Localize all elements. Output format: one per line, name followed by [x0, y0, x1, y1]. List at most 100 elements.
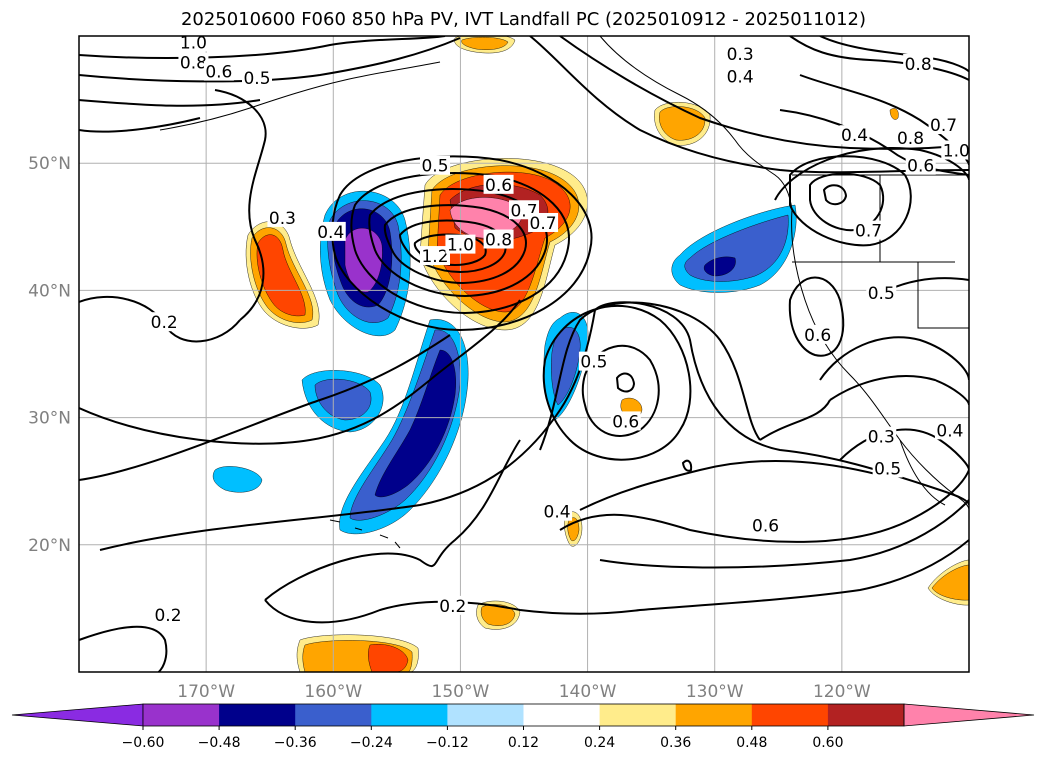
- contour-label: 0.2: [151, 313, 178, 333]
- contour-north-2: [79, 37, 461, 83]
- north-america-west-coast: [791, 209, 969, 511]
- contour-nw-low-3: [774, 147, 969, 201]
- contour-north-7: [789, 36, 969, 81]
- contour-label: 0.3: [269, 209, 296, 229]
- negative-anomaly-small: [212, 466, 263, 493]
- contour-label: 0.4: [317, 223, 344, 243]
- contour-ring-3: [368, 188, 548, 298]
- lon-tick-label: 170°W: [177, 682, 235, 702]
- contour-label: 0.5: [421, 157, 448, 177]
- colorbar-segment: [827, 704, 905, 726]
- lon-tick-label: 130°W: [686, 682, 744, 702]
- contour-label: 0.5: [580, 353, 607, 373]
- contour-label-bg: [315, 221, 346, 241]
- colorbar-segment: [143, 704, 220, 726]
- contour-label: 0.4: [727, 68, 754, 88]
- contour-label: 0.4: [841, 126, 868, 146]
- lat-tick-label: 50°N: [28, 154, 71, 174]
- contour-label-bg: [866, 426, 897, 446]
- colorbar-segment: [295, 704, 372, 726]
- colorbar-tick-label: −0.24: [350, 735, 393, 751]
- contour-label: 0.6: [907, 157, 934, 177]
- contour-label-bg: [895, 127, 926, 147]
- colorbar-tick-label: −0.12: [426, 735, 469, 751]
- contour-label-bg: [802, 324, 833, 344]
- contour-north-3: [79, 99, 261, 107]
- contour-ring-2: [350, 171, 570, 315]
- contour-label-bg: [445, 234, 476, 254]
- aleutian-islands: [159, 61, 441, 131]
- lon-tick-label: 120°W: [813, 682, 871, 702]
- contour-ca-4: [829, 375, 969, 406]
- pv-contours: [79, 36, 969, 672]
- contour-label-bg: [153, 604, 183, 624]
- contour-label: 0.2: [154, 606, 181, 626]
- contour-south-4: [264, 539, 969, 624]
- contour-high-2: [581, 344, 660, 437]
- colorbar-segment: [447, 704, 524, 726]
- contour-south-5: [559, 469, 969, 543]
- contour-nw-low-1: [789, 155, 912, 247]
- contour-label-bg: [149, 312, 180, 332]
- contour-label: 0.5: [243, 69, 270, 89]
- baja-california: [899, 439, 946, 506]
- contour-label-bg: [578, 351, 609, 371]
- contour-ring-1: [331, 155, 593, 332]
- contour-north-4: [79, 117, 201, 133]
- alaska-coast: [599, 36, 793, 211]
- contour-label-bg: [483, 174, 514, 194]
- contour-label-bg: [839, 125, 870, 145]
- contour-label: 0.3: [868, 428, 895, 448]
- contour-label-bg: [178, 52, 209, 72]
- contour-mid-1: [79, 299, 521, 445]
- lat-tick-label: 30°N: [28, 409, 71, 429]
- contour-label-bg: [178, 36, 209, 52]
- colorbar-tick-label: 0.24: [584, 735, 615, 751]
- negative-anomaly-coast-navy: [703, 256, 736, 277]
- contour-north-10: [779, 109, 969, 176]
- contour-label-bg: [725, 66, 756, 86]
- contour-label: 1.2: [421, 247, 448, 267]
- contour-label-bg: [928, 115, 959, 135]
- contour-label: 0.8: [485, 231, 512, 251]
- contour-label: 0.7: [530, 214, 557, 234]
- graticule: [79, 36, 969, 672]
- axis-tick-labels: 170°W 160°W 150°W 140°W 130°W 120°W 50°N 40°N 30…: [28, 154, 871, 702]
- contour-label-bg: [905, 155, 936, 175]
- map-frame: [78, 35, 970, 673]
- colorbar-segment: [219, 704, 296, 726]
- contour-label-bg: [420, 246, 450, 266]
- contour-north-5: [529, 36, 969, 174]
- contour-ring-4: [383, 204, 527, 285]
- contour-label-bg: [203, 61, 234, 81]
- positive-anomaly-core-pink: [449, 197, 523, 239]
- contour-north-1: [79, 36, 446, 59]
- colorbar-tick-label: 0.60: [812, 735, 843, 751]
- contour-label: 0.4: [544, 503, 571, 523]
- map-panel: 1.00.80.6 0.50.50.30.40.60.70.71.21.0 0.80…: [79, 33, 969, 672]
- colorbar: −0.60 −0.48 −0.36 −0.24 −0.12 0.12 0.24 0.36 0.4…: [11, 703, 1035, 751]
- contour-label-bg: [750, 515, 781, 535]
- contour-label: 0.4: [936, 421, 963, 441]
- contour-label: 1.0: [447, 236, 474, 256]
- contour-label-bg: [853, 220, 884, 240]
- colorbar-segment: [751, 704, 829, 726]
- contour-label: 1.0: [180, 33, 207, 53]
- lon-tick-label: 150°W: [432, 682, 490, 702]
- contour-south-2: [99, 301, 969, 551]
- us-state-lines: [792, 175, 969, 329]
- lon-tick-label: 160°W: [304, 682, 362, 702]
- positive-anomaly-top-orange: [461, 37, 509, 50]
- contour-label-bg: [866, 282, 897, 302]
- colorbar-extend-high: [903, 703, 1035, 727]
- colorbar-segment: [675, 704, 753, 726]
- contour-nw-low-2: [809, 172, 885, 232]
- contour-label-bg: [934, 420, 965, 440]
- colorbar-tick-label: −0.36: [274, 735, 317, 751]
- contour-label-bg: [420, 155, 450, 175]
- contour-label-bg: [483, 229, 514, 249]
- contour-south-1: [79, 625, 168, 672]
- positive-anomaly-alaska-tip: [889, 108, 899, 120]
- contour-label: 0.6: [752, 517, 779, 537]
- colorbar-extend-low: [11, 703, 144, 727]
